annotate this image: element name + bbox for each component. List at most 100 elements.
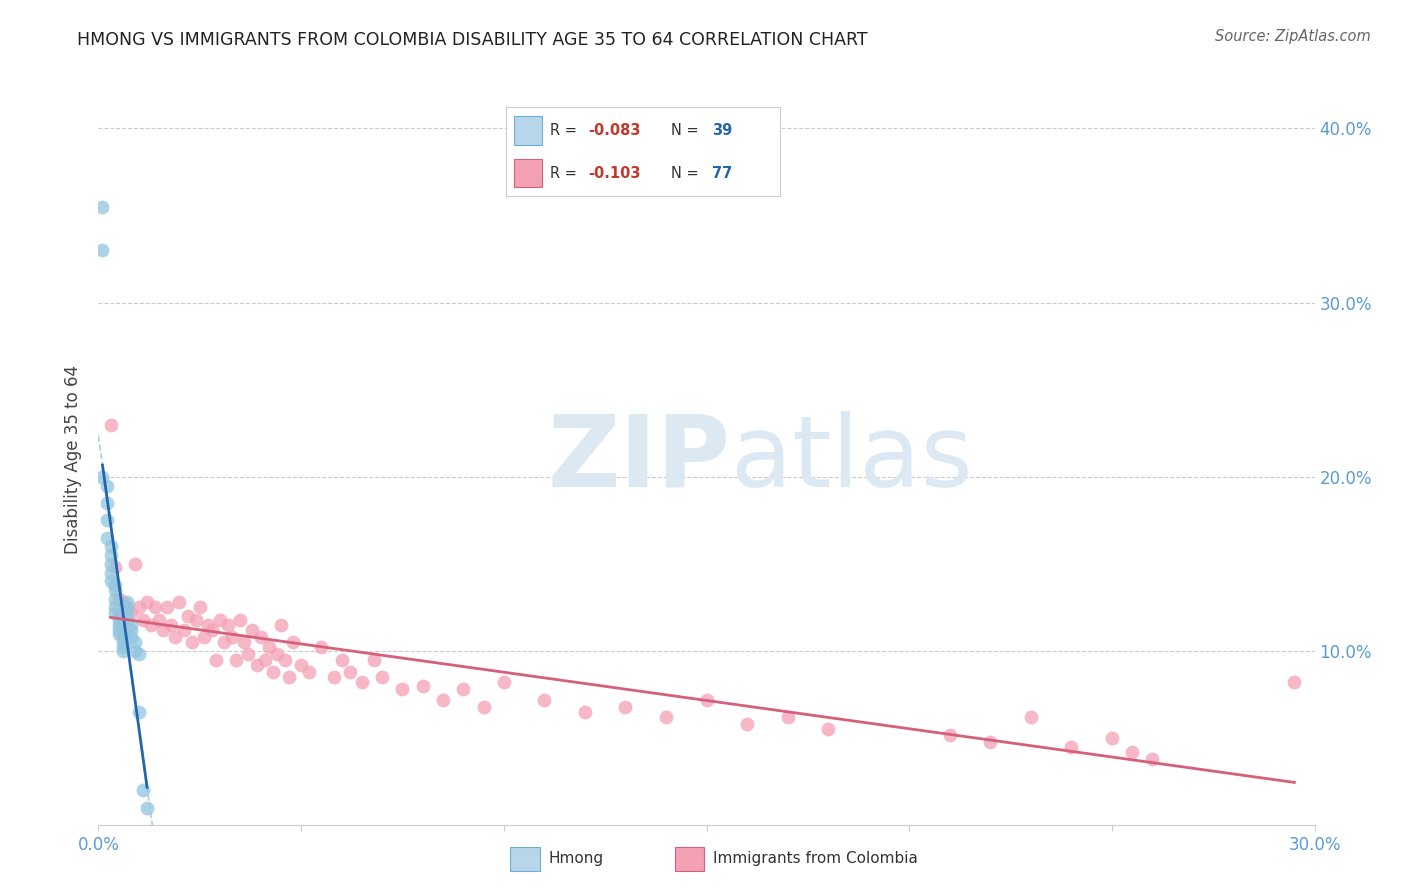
Point — [120, 617, 142, 632]
Point — [96, 496, 118, 510]
Point — [120, 630, 142, 644]
Point — [104, 600, 127, 615]
Point — [132, 783, 155, 797]
Point — [492, 675, 515, 690]
Point — [201, 623, 224, 637]
Point — [242, 623, 264, 637]
Point — [979, 734, 1001, 748]
Bar — [510, 847, 540, 871]
Point — [193, 630, 215, 644]
Point — [132, 613, 155, 627]
Text: -0.083: -0.083 — [588, 123, 641, 137]
Point — [270, 617, 292, 632]
Point — [180, 635, 202, 649]
Point — [574, 705, 596, 719]
Point — [197, 617, 219, 632]
Point — [1060, 739, 1083, 754]
Point — [176, 609, 198, 624]
Point — [412, 679, 434, 693]
Point — [391, 682, 413, 697]
Point — [104, 606, 127, 620]
Point — [111, 640, 134, 655]
Point — [128, 705, 150, 719]
Point — [100, 557, 122, 571]
Point — [184, 613, 207, 627]
Point — [225, 653, 247, 667]
Point — [139, 617, 162, 632]
Point — [371, 670, 394, 684]
Point — [233, 635, 256, 649]
Point — [281, 635, 304, 649]
Point — [1101, 731, 1123, 745]
Point — [104, 582, 127, 597]
Point — [350, 675, 373, 690]
Point — [100, 540, 122, 554]
Point — [655, 710, 678, 724]
Point — [156, 600, 179, 615]
Point — [148, 613, 170, 627]
Point — [115, 595, 138, 609]
Point — [472, 699, 495, 714]
Text: Immigrants from Colombia: Immigrants from Colombia — [713, 852, 918, 866]
Point — [432, 692, 454, 706]
Bar — [515, 116, 541, 145]
Text: N =: N = — [671, 123, 703, 137]
Point — [173, 623, 195, 637]
Point — [1121, 745, 1143, 759]
Text: ZIP: ZIP — [548, 411, 731, 508]
Point — [104, 560, 127, 574]
Point — [111, 595, 134, 609]
Y-axis label: Disability Age 35 to 64: Disability Age 35 to 64 — [65, 365, 83, 554]
Point — [939, 727, 962, 741]
Point — [111, 630, 134, 644]
Point — [100, 574, 122, 589]
Point — [111, 644, 134, 658]
Point — [266, 648, 288, 662]
Point — [262, 665, 284, 679]
Point — [91, 200, 114, 214]
Point — [209, 613, 232, 627]
Point — [290, 657, 312, 672]
Point — [107, 623, 129, 637]
Point — [107, 591, 129, 606]
Point — [322, 670, 344, 684]
Point — [229, 613, 252, 627]
Point — [107, 609, 129, 624]
Point — [100, 566, 122, 580]
Point — [1019, 710, 1042, 724]
Point — [143, 600, 166, 615]
Point — [96, 478, 118, 492]
Point — [212, 635, 235, 649]
Point — [96, 531, 118, 545]
Point — [217, 617, 239, 632]
Point — [91, 244, 114, 258]
Point — [169, 595, 191, 609]
Point — [91, 470, 114, 484]
Point — [160, 617, 183, 632]
Bar — [515, 159, 541, 187]
Point — [120, 606, 142, 620]
Point — [205, 653, 228, 667]
Point — [614, 699, 637, 714]
Point — [107, 613, 129, 627]
Point — [1142, 752, 1164, 766]
Point — [453, 682, 475, 697]
Point — [188, 600, 211, 615]
Point — [115, 606, 138, 620]
Point — [107, 617, 129, 632]
Point — [100, 417, 122, 432]
Point — [249, 630, 271, 644]
Text: 39: 39 — [711, 123, 733, 137]
Text: N =: N = — [671, 166, 703, 180]
Point — [104, 591, 127, 606]
Point — [96, 513, 118, 527]
Point — [533, 692, 555, 706]
Point — [115, 613, 138, 627]
Point — [136, 800, 159, 814]
Text: Source: ZipAtlas.com: Source: ZipAtlas.com — [1215, 29, 1371, 44]
Point — [124, 557, 146, 571]
Point — [339, 665, 361, 679]
Point — [363, 653, 385, 667]
Point — [115, 600, 138, 615]
Bar — [675, 847, 704, 871]
